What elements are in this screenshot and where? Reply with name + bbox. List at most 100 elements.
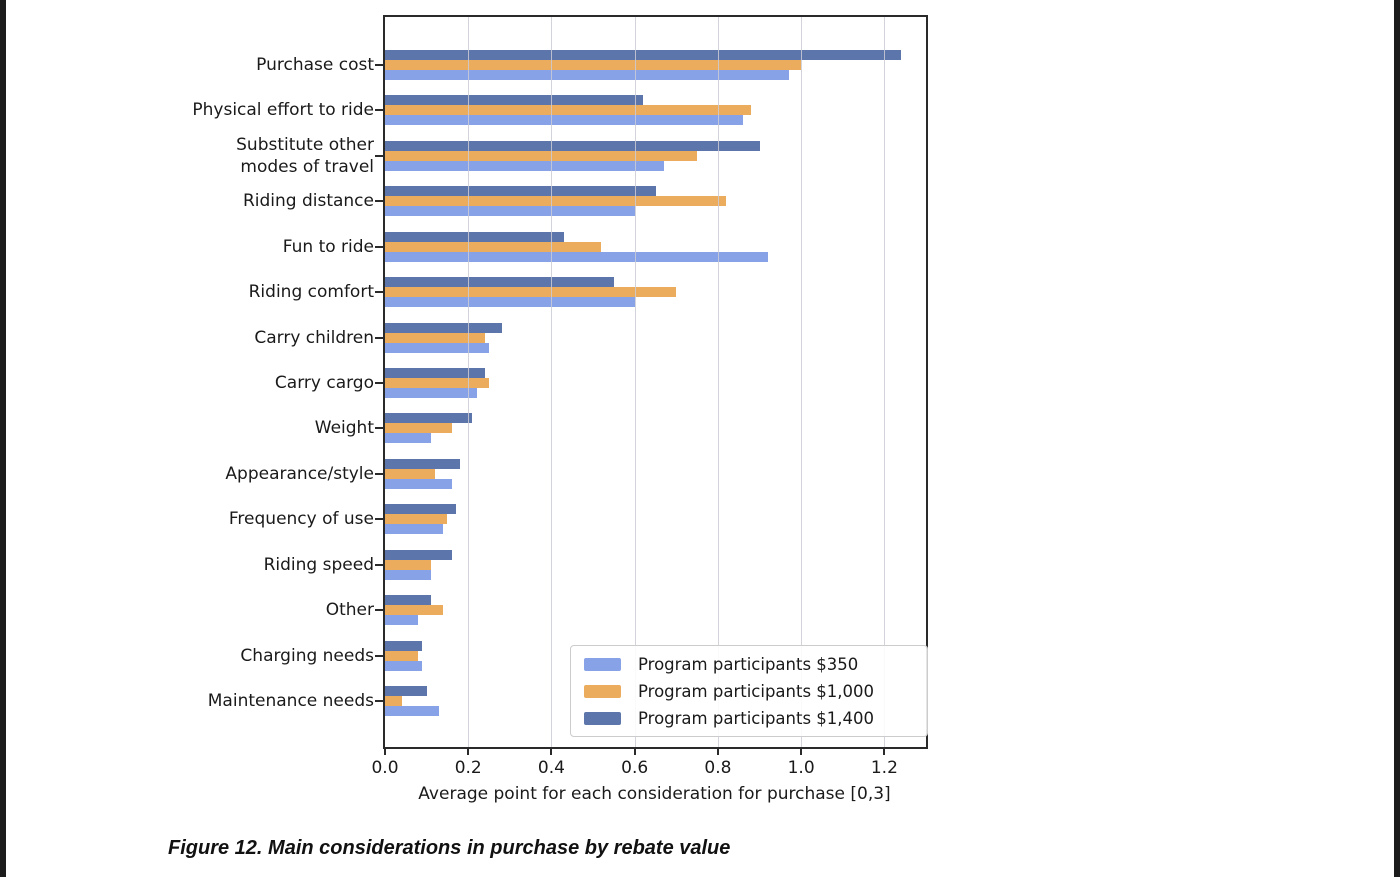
bar — [385, 524, 444, 535]
bar — [385, 206, 635, 217]
bar — [385, 660, 423, 671]
legend-item: Program participants $1,000 — [571, 678, 927, 705]
bar — [385, 640, 423, 651]
y-axis-tick — [375, 291, 383, 294]
bar — [385, 251, 768, 262]
bar — [385, 433, 431, 444]
y-axis-label: Fun to ride — [282, 236, 374, 257]
legend-label: Program participants $1,400 — [638, 709, 875, 728]
y-axis-label: Other — [325, 600, 374, 621]
bar-group — [385, 231, 926, 262]
bar — [385, 650, 419, 661]
y-axis-tick — [375, 200, 383, 203]
x-axis-tick — [467, 747, 470, 755]
y-axis-tick — [375, 382, 383, 384]
plot-area — [383, 15, 928, 749]
y-axis-tick — [375, 245, 383, 248]
x-tick-label: 0.0 — [371, 758, 399, 778]
y-axis-label: Maintenance needs — [207, 691, 374, 712]
legend-item: Program participants $350 — [571, 651, 927, 678]
bar — [385, 478, 452, 489]
x-axis-tick — [550, 747, 553, 755]
legend: Program participants $350 Program partici… — [570, 645, 928, 737]
x-tick-label: 0.4 — [537, 758, 565, 778]
bar — [385, 287, 677, 298]
bar — [385, 514, 448, 525]
y-axis-tick — [375, 700, 383, 703]
bar — [385, 50, 902, 60]
legend-label: Program participants $350 — [638, 655, 859, 674]
x-axis-tick — [883, 747, 886, 755]
bar-group — [385, 186, 926, 217]
bar — [385, 468, 435, 479]
y-axis-tick — [375, 109, 383, 112]
y-axis-label: Weight — [314, 418, 374, 439]
bar — [385, 332, 485, 343]
bar — [385, 559, 431, 570]
bar-group — [385, 686, 926, 717]
x-tick-label: 0.8 — [704, 758, 732, 778]
bar — [385, 615, 419, 626]
bar-group — [385, 140, 926, 171]
grid-line — [634, 17, 636, 747]
grid-line — [468, 17, 470, 747]
bar — [385, 388, 477, 398]
y-axis-label: Charging needs — [240, 645, 374, 666]
legend-swatch — [584, 712, 621, 725]
grid-line — [884, 17, 886, 747]
bar — [385, 241, 602, 252]
y-axis-tick — [375, 518, 383, 521]
bar — [385, 297, 635, 308]
bar — [385, 196, 727, 207]
legend-item: Program participants $1,400 — [571, 705, 927, 732]
y-axis-tick — [375, 609, 383, 612]
y-axis-tick — [375, 336, 383, 339]
bar — [385, 569, 431, 580]
y-axis-label: Frequency of use — [228, 509, 374, 530]
x-tick-label: 0.2 — [454, 758, 482, 778]
grid-line — [551, 17, 553, 747]
bar — [385, 368, 485, 378]
bar-group — [385, 413, 926, 444]
bar — [385, 186, 656, 197]
bar — [385, 277, 614, 288]
y-axis-label: Substitute other modes of travel — [236, 134, 374, 177]
y-axis-label: Carry children — [254, 327, 374, 348]
grid-line — [801, 17, 803, 747]
y-axis-labels: Purchase cost Physical effort to ride Subs… — [10, 15, 374, 745]
bar — [385, 150, 698, 161]
bar-group — [385, 549, 926, 580]
bar — [385, 378, 490, 388]
grid-line — [717, 17, 719, 747]
bar-group — [385, 95, 926, 126]
bar — [385, 686, 427, 697]
bar-group — [385, 277, 926, 308]
y-axis-label: Riding distance — [242, 191, 374, 212]
bar — [385, 342, 490, 353]
y-axis-tick — [375, 427, 383, 430]
left-edge-bar — [0, 0, 6, 877]
x-tick-label: 1.0 — [787, 758, 815, 778]
y-axis-tick — [375, 472, 383, 475]
bar-group — [385, 50, 926, 80]
x-axis-tick — [716, 747, 719, 755]
y-axis-label: Carry cargo — [274, 373, 374, 393]
x-tick-label: 0.6 — [621, 758, 649, 778]
bar — [385, 140, 760, 151]
y-axis-tick — [375, 64, 383, 66]
y-axis-label: Riding comfort — [248, 282, 374, 303]
bar — [385, 231, 564, 242]
bar-group — [385, 504, 926, 535]
bar — [385, 413, 473, 424]
bar — [385, 504, 456, 515]
right-edge-bar — [1394, 0, 1400, 877]
x-axis-tick — [800, 747, 803, 755]
bar — [385, 70, 789, 80]
y-axis-label: Appearance/style — [225, 463, 374, 484]
bar — [385, 95, 643, 106]
y-axis-tick — [375, 563, 383, 566]
legend-label: Program participants $1,000 — [638, 682, 875, 701]
bar — [385, 595, 431, 606]
legend-swatch — [584, 685, 621, 698]
